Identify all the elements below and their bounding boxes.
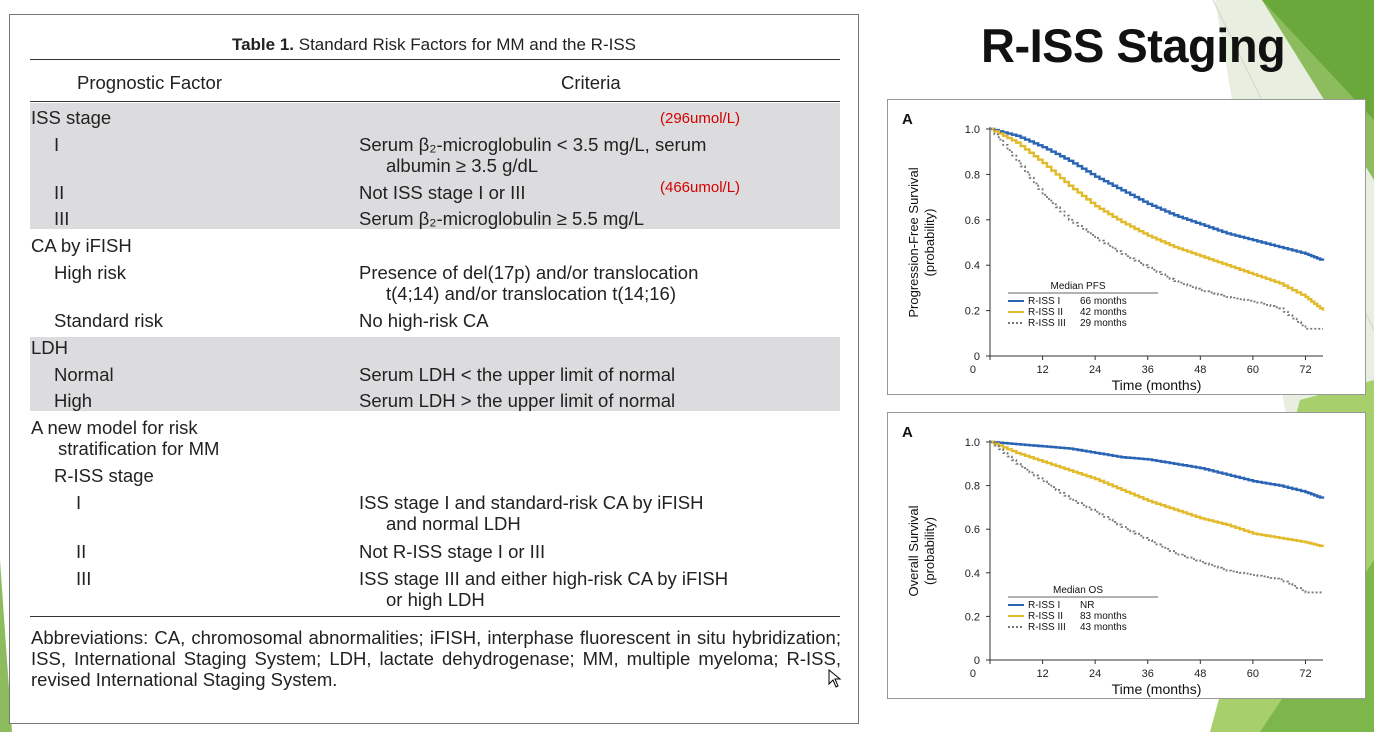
y-tick-label: 0.6 [965, 215, 980, 227]
row-criteria: Serum β₂-microglobulin ≥ 5.5 mg/L [359, 208, 645, 229]
y-tick-label: 0.8 [965, 481, 980, 493]
y-tick-label: 1.0 [965, 124, 980, 136]
row-criteria: Presence of del(17p) and/or translocatio… [359, 262, 699, 304]
legend-title: Median OS [1053, 585, 1103, 596]
row-criteria: ISS stage III and either high-risk CA by… [359, 568, 729, 610]
row-factor: Normal [54, 364, 114, 385]
legend-label: R-ISS I [1028, 600, 1060, 611]
row-factor: High risk [54, 262, 126, 283]
red-annotation: (296umol/L) [660, 110, 741, 127]
y-tick-label: 0 [974, 351, 980, 363]
row-factor: ISS stage [31, 107, 112, 128]
y-tick-label: 0.6 [965, 524, 980, 536]
row-factor: A new model for risk stratification for M… [31, 417, 220, 459]
x-tick-label: 12 [1036, 668, 1048, 680]
legend-title: Median PFS [1050, 281, 1105, 292]
y-tick-label: 0.4 [965, 260, 980, 272]
rule-bottom [30, 616, 840, 617]
header-criteria: Criteria [561, 72, 621, 93]
row-factor: CA by iFISH [31, 235, 132, 256]
os-chart: A 0 0.2 0.4 0.6 0.8 1.0 12 24 36 48 60 72 0 Time (mont… [902, 424, 1325, 697]
y-axis-label: Overall Survival [906, 505, 921, 596]
panel-label: A [902, 111, 913, 128]
row-criteria: Serum LDH < the upper limit of normal [359, 364, 676, 385]
panel-label: A [902, 424, 913, 441]
row-factor: R-ISS stage [54, 465, 154, 486]
legend-median: NR [1080, 600, 1094, 611]
y-tick-label: 0 [974, 655, 980, 667]
row-factor: LDH [31, 337, 69, 358]
header-factor: Prognostic Factor [77, 72, 222, 93]
legend-median: 66 months [1080, 296, 1127, 307]
legend-label: R-ISS III [1028, 318, 1066, 329]
y-tick-label: 1.0 [965, 437, 980, 449]
row-factor: II [76, 541, 87, 562]
row-criteria: ISS stage I and standard-risk CA by iFIS… [359, 492, 704, 534]
band-iss [30, 103, 840, 229]
row-criteria: Not R-ISS stage I or III [359, 541, 546, 562]
legend-median: 42 months [1080, 307, 1127, 318]
y-axis-label: Progression-Free Survival [906, 167, 921, 317]
series-line [990, 127, 1325, 311]
y-tick-label: 0.2 [965, 306, 980, 318]
y-tick-label: 0.2 [965, 611, 980, 623]
legend-median: 29 months [1080, 318, 1127, 329]
row-factor: High [54, 390, 93, 411]
table-title-text: Standard Risk Factors for MM and the R-I… [294, 35, 637, 54]
x-tick-label: 0 [970, 668, 976, 680]
row-factor: Standard risk [54, 310, 163, 331]
legend-label: R-ISS III [1028, 622, 1066, 633]
y-axis-label: (probability) [922, 209, 937, 277]
table-title: Table 1. Standard Risk Factors for MM an… [10, 35, 858, 55]
legend-label: R-ISS II [1028, 307, 1063, 318]
x-tick-label: 0 [970, 364, 976, 376]
legend-median: 43 months [1080, 622, 1127, 633]
band-ldh [30, 337, 840, 411]
x-axis-label: Time (months) [1112, 377, 1202, 393]
x-tick-label: 72 [1299, 364, 1311, 376]
rule-header [30, 101, 840, 102]
x-tick-label: 36 [1142, 364, 1154, 376]
series-line [990, 127, 1325, 261]
table-panel: Table 1. Standard Risk Factors for MM an… [9, 14, 859, 724]
row-criteria: No high-risk CA [359, 310, 489, 331]
x-tick-label: 36 [1142, 668, 1154, 680]
series-line [990, 441, 1323, 594]
y-tick-label: 0.4 [965, 568, 980, 580]
os-chart-panel: A 0 0.2 0.4 0.6 0.8 1.0 12 24 36 48 60 72 0 Time (mont… [887, 412, 1366, 699]
x-tick-label: 24 [1089, 668, 1101, 680]
x-tick-label: 60 [1247, 668, 1259, 680]
rule-top [30, 59, 840, 60]
legend-label: R-ISS II [1028, 611, 1063, 622]
x-axis-label: Time (months) [1112, 681, 1202, 697]
series-line [990, 440, 1325, 548]
x-tick-label: 12 [1036, 364, 1048, 376]
row-criteria: Serum β₂-microglobulin < 3.5 mg/L, serum… [359, 134, 707, 176]
slide-title: R-ISS Staging [981, 19, 1286, 72]
legend-median: 83 months [1080, 611, 1127, 622]
row-criteria: Serum LDH > the upper limit of normal [359, 390, 676, 411]
x-tick-label: 72 [1299, 668, 1311, 680]
x-tick-label: 48 [1194, 668, 1206, 680]
x-tick-label: 24 [1089, 364, 1101, 376]
x-tick-label: 60 [1247, 364, 1259, 376]
abbreviations-note: Abbreviations: CA, chromosomal abnormali… [31, 627, 841, 690]
red-annotation: (466umol/L) [660, 179, 741, 196]
x-tick-label: 48 [1194, 364, 1206, 376]
row-factor: III [54, 208, 70, 229]
facet-green-dark [1262, 0, 1374, 120]
row-factor: II [54, 182, 65, 203]
row-factor: I [76, 492, 82, 513]
mouse-cursor-icon [828, 669, 842, 688]
series-line [990, 440, 1325, 499]
pfs-chart-panel: A 0 0.2 0.4 0.6 0.8 1.0 12 24 36 48 60 72 0 Time (mont… [887, 99, 1366, 395]
pfs-chart: A 0 0.2 0.4 0.6 0.8 1.0 12 24 36 48 60 72 0 Time (mont… [902, 111, 1325, 393]
table-title-bold: Table 1. [231, 35, 295, 54]
row-factor: III [76, 568, 92, 589]
legend-label: R-ISS I [1028, 296, 1060, 307]
row-factor: I [54, 134, 60, 155]
y-axis-label: (probability) [922, 517, 937, 585]
y-tick-label: 0.8 [965, 169, 980, 181]
row-criteria: Not ISS stage I or III [359, 182, 526, 203]
